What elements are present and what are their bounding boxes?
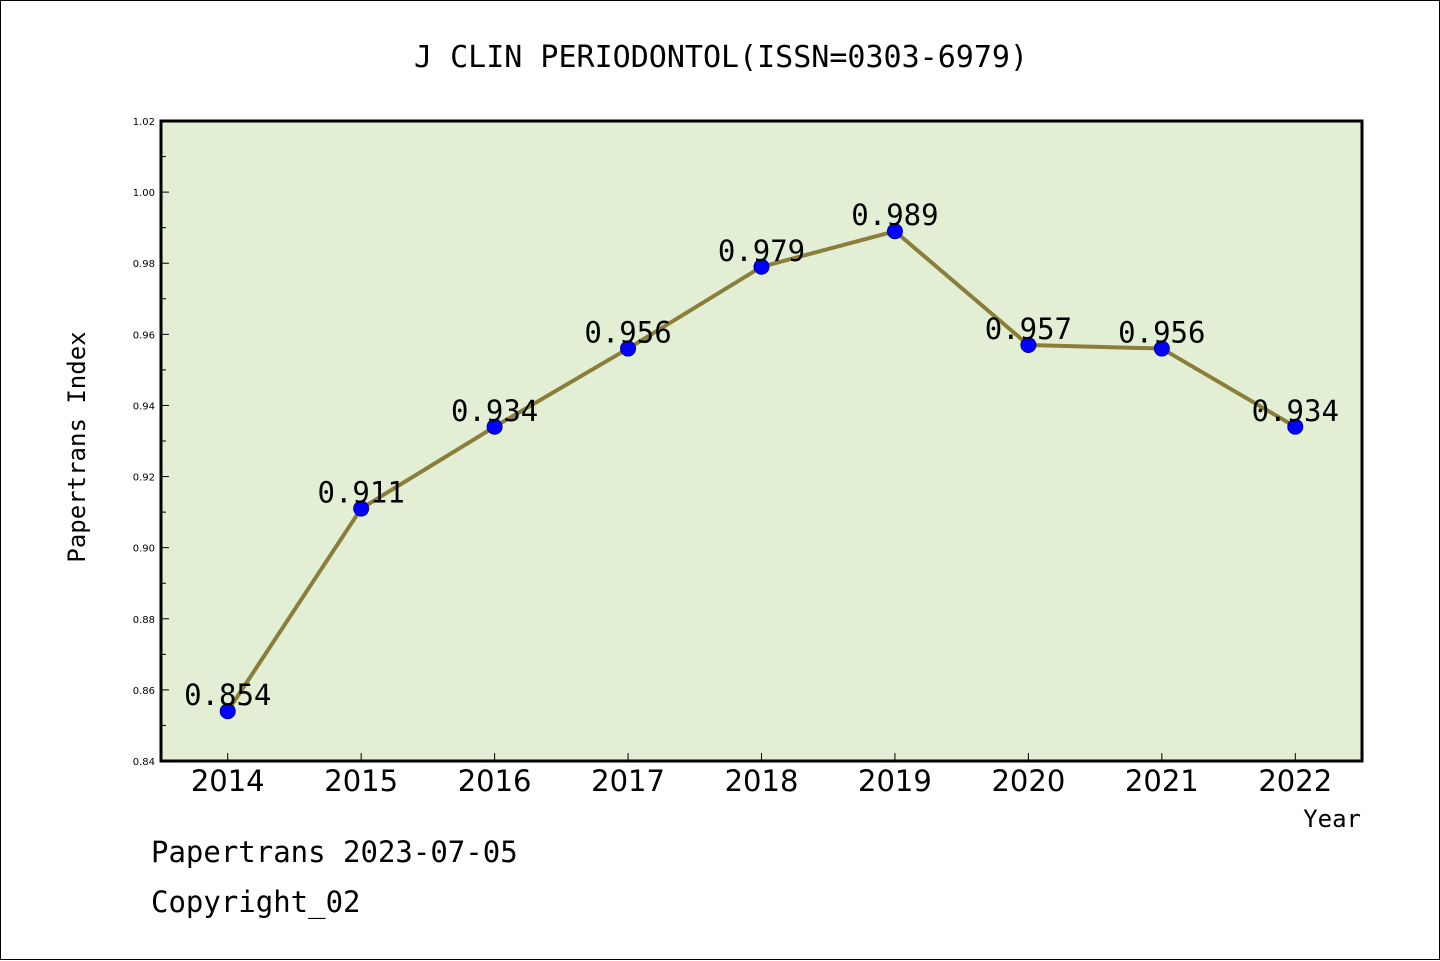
plot-border: [159, 119, 1364, 763]
data-label: 0.911: [318, 476, 405, 510]
y-tick-label: 0.92: [133, 473, 155, 484]
y-axis-label: Papertrans Index: [63, 331, 91, 562]
data-label: 0.934: [1252, 394, 1339, 428]
y-tick-label: 0.96: [133, 330, 155, 341]
y-tick-label: 0.84: [133, 757, 155, 768]
y-tick-label: 0.86: [133, 686, 155, 697]
x-axis-label: Year: [1303, 805, 1361, 833]
x-tick-label: 2022: [1258, 764, 1332, 798]
data-point[interactable]: [1287, 418, 1304, 435]
data-point[interactable]: [219, 703, 236, 720]
chart-title: J CLIN PERIODONTOL(ISSN=0303-6979): [414, 40, 1028, 75]
data-point[interactable]: [753, 258, 770, 275]
data-point[interactable]: [1020, 337, 1037, 353]
data-point[interactable]: [886, 223, 903, 240]
footer-date: Papertrans 2023-07-05: [151, 835, 518, 869]
x-tick-label: 2019: [858, 764, 932, 798]
data-label: 0.854: [184, 678, 271, 712]
plot-area: 0.84 0.86 0.88 0.90 0.92 0.94 0.96 0.98 1.00 1.02…: [133, 117, 1364, 798]
data-point[interactable]: [1153, 340, 1170, 357]
y-tick-label: 1.02: [133, 117, 155, 128]
data-label: 0.957: [985, 312, 1072, 346]
y-tick-label: 1.00: [133, 188, 155, 199]
y-tick-label: 0.94: [133, 401, 155, 412]
y-tick-label: 0.90: [133, 544, 155, 555]
x-tick-label: 2020: [991, 764, 1065, 798]
x-tick-label: 2015: [324, 764, 398, 798]
x-tick-label: 2021: [1125, 764, 1199, 798]
data-label: 0.956: [1118, 316, 1205, 350]
data-label: 0.934: [451, 394, 538, 428]
x-tick-label: 2017: [591, 764, 665, 798]
data-label: 0.989: [851, 198, 938, 232]
data-point[interactable]: [486, 418, 503, 435]
plot-background: [161, 121, 1362, 761]
y-tick-label: 0.88: [133, 615, 155, 626]
x-tick-label: 2014: [191, 764, 265, 798]
data-point[interactable]: [353, 500, 370, 517]
data-point[interactable]: [620, 340, 637, 357]
footer-copyright: Copyright_02: [151, 885, 361, 919]
data-label: 0.979: [718, 234, 805, 268]
x-tick-label: 2018: [725, 764, 799, 798]
y-tick-label: 0.98: [133, 259, 155, 270]
x-tick-label: 2016: [458, 764, 532, 798]
data-label: 0.956: [584, 316, 671, 350]
